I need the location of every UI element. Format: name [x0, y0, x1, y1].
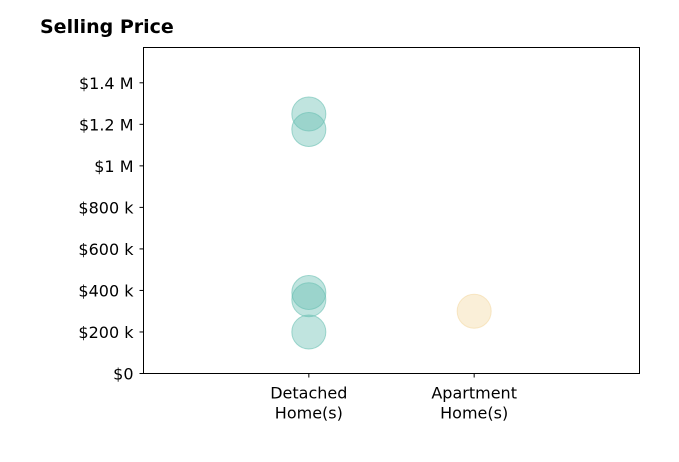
x-tick-label: Apartment Home(s)	[431, 384, 517, 423]
points-layer	[291, 96, 492, 350]
data-point	[291, 112, 327, 148]
data-point	[291, 96, 327, 132]
y-tick-label: $1.4 M	[79, 74, 134, 93]
y-tick-label: $200 k	[78, 323, 134, 342]
data-point	[291, 275, 327, 311]
chart-title: Selling Price	[40, 16, 174, 38]
data-point	[291, 314, 327, 350]
y-tick-label: $600 k	[78, 240, 134, 259]
y-tick-label: $1 M	[94, 157, 133, 176]
y-axis: $0 $200 k $400 k $600 k $800 k $1 M $1.2 M $1.4…	[78, 74, 144, 384]
x-axis: Detached Home(s) Apartment Home(s)	[270, 373, 517, 423]
data-point	[456, 293, 492, 329]
y-tick-label: $0	[113, 365, 133, 384]
y-tick-label: $800 k	[78, 198, 134, 217]
x-tick-label: Detached Home(s)	[270, 384, 347, 423]
data-point	[291, 282, 327, 318]
y-tick-label: $400 k	[78, 281, 134, 300]
plot-frame	[143, 47, 640, 374]
y-tick-label: $1.2 M	[79, 115, 134, 134]
